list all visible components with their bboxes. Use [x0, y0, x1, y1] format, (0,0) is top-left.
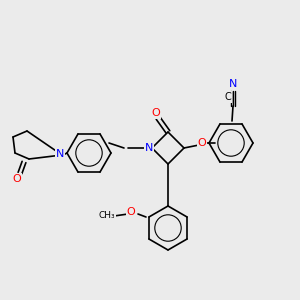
Text: N: N	[145, 143, 153, 153]
Text: CH₃: CH₃	[99, 211, 115, 220]
Text: O: O	[13, 174, 21, 184]
Text: N: N	[229, 79, 237, 89]
Text: O: O	[152, 108, 160, 118]
Text: C: C	[225, 92, 231, 102]
Text: O: O	[198, 138, 206, 148]
Text: N: N	[56, 149, 64, 159]
Text: O: O	[127, 207, 135, 217]
